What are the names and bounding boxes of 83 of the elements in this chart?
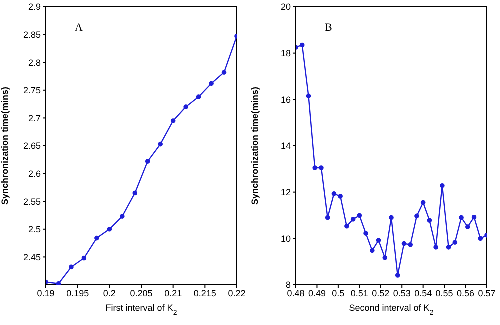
x-tick-label: 0.21 (164, 288, 182, 298)
x-tick-label: 0.215 (194, 288, 216, 298)
point (402, 241, 407, 246)
point (452, 240, 458, 246)
point (325, 215, 330, 220)
point (107, 227, 112, 232)
point (459, 215, 464, 220)
point (414, 214, 420, 219)
y-axis-title: Synchronization time(mins) (0, 86, 10, 206)
point (338, 194, 343, 199)
point (319, 166, 324, 170)
y-tick-label: 20 (280, 2, 291, 12)
y-tick-label: 2.55 (23, 196, 41, 207)
x-tick-label: 0.55 (436, 288, 454, 298)
x-tick-label: 0.205 (130, 288, 153, 298)
y-tick-label: 2.7 (28, 113, 41, 124)
point (420, 200, 426, 206)
x-axis-title: First interval of K$_{2}$ (106, 303, 178, 316)
x-tick-label: 0.53 (393, 288, 411, 298)
y-tick-label: 2.85 (23, 30, 41, 40)
point (395, 273, 400, 278)
point (440, 183, 445, 188)
point (300, 42, 305, 48)
point (427, 218, 432, 223)
x-tick-label: 0.56 (457, 288, 475, 298)
point (350, 217, 356, 222)
annotation: A (75, 22, 83, 34)
point (312, 166, 318, 170)
point (94, 236, 100, 241)
point (357, 213, 362, 218)
point (209, 81, 214, 86)
point (56, 281, 62, 285)
point (364, 231, 368, 236)
point (120, 214, 125, 220)
x-tick-label: 0.22 (228, 288, 246, 298)
y-tick-label: 2.9 (28, 2, 41, 12)
point (370, 248, 375, 254)
x-tick-label: 0.54 (414, 288, 432, 298)
y-tick-label: 12 (280, 188, 291, 198)
x-tick-label: 0.5 (332, 288, 345, 298)
x-tick-label: 0.195 (66, 288, 90, 298)
point (132, 190, 138, 196)
point (170, 118, 176, 124)
y-tick-label: 18 (280, 48, 291, 59)
point (434, 245, 438, 250)
point (376, 238, 382, 243)
point (344, 224, 350, 229)
annotation: B (325, 22, 332, 34)
x-tick-label: 0.52 (372, 288, 390, 298)
y-tick-label: 14 (280, 141, 291, 152)
point (196, 94, 202, 100)
point (82, 256, 87, 261)
point (466, 224, 470, 230)
point (158, 142, 163, 147)
point (306, 94, 312, 99)
y-axis-title: Synchronization time(mins) (250, 86, 260, 206)
point (332, 192, 337, 196)
y-tick-label: 2.5 (28, 224, 41, 235)
y-tick-label: 2.75 (23, 86, 41, 96)
x-tick-label: 0.2 (103, 288, 116, 298)
point (446, 245, 452, 250)
y-tick-label: 8 (286, 280, 291, 290)
point (382, 255, 388, 260)
y-tick-label: 2.8 (28, 58, 41, 68)
y-tick-label: 16 (280, 94, 291, 105)
point (408, 242, 413, 248)
point (472, 214, 477, 220)
x-tick-label: 0.49 (308, 288, 326, 298)
point (389, 215, 394, 220)
point (69, 264, 74, 270)
y-tick-label: 2.65 (23, 141, 41, 152)
point (478, 236, 484, 242)
x-tick-label: 0.48 (287, 288, 305, 298)
x-tick-label: 0.57 (478, 288, 496, 298)
point (184, 104, 188, 110)
x-tick-label: 0.51 (350, 288, 368, 298)
x-tick-label: 0.19 (37, 288, 55, 298)
y-tick-label: 10 (280, 234, 291, 244)
y-tick-label: 2.6 (28, 168, 41, 179)
point (145, 159, 150, 164)
point (222, 70, 227, 76)
x-axis-title: Second interval of K$_{2}$ (349, 303, 434, 316)
y-tick-label: 2.45 (23, 252, 41, 262)
